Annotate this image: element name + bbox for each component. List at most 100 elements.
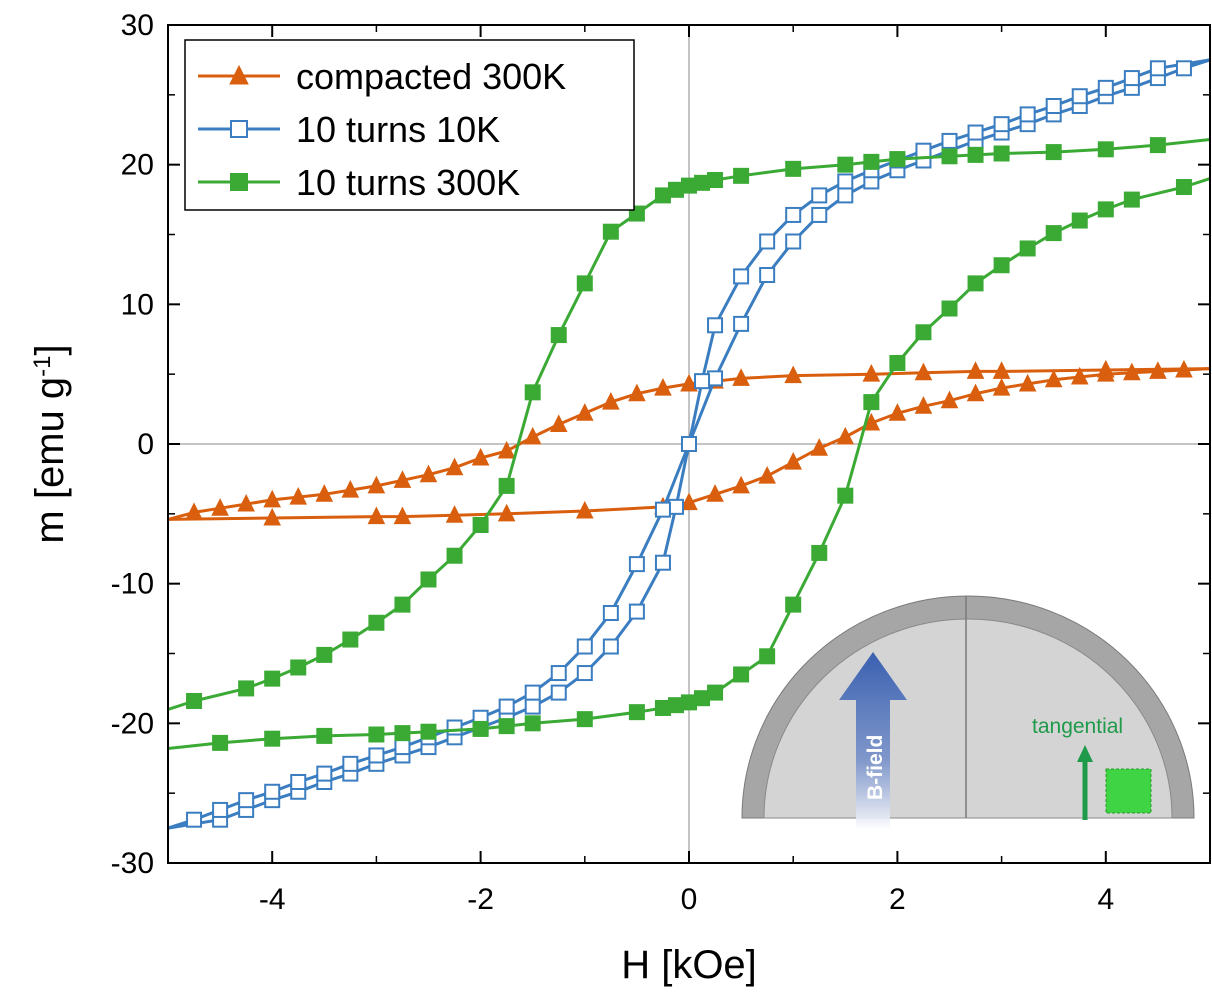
data-point <box>785 206 802 223</box>
data-point <box>446 719 463 736</box>
data-point <box>1044 369 1063 388</box>
data-point <box>1045 144 1062 161</box>
data-point <box>1149 60 1166 77</box>
data-point <box>759 267 776 284</box>
data-point <box>811 544 828 561</box>
data-point <box>316 646 333 663</box>
data-point <box>498 698 515 715</box>
data-point <box>238 792 255 809</box>
data-point <box>1096 359 1115 378</box>
data-point <box>941 148 958 165</box>
data-point <box>1071 88 1088 105</box>
inset-diagram: B-field tangential <box>741 595 1195 830</box>
data-point <box>667 498 684 515</box>
data-point <box>550 327 567 344</box>
data-point <box>341 479 360 498</box>
data-point <box>680 373 698 392</box>
data-point <box>576 711 593 728</box>
data-point <box>1175 60 1192 77</box>
data-point <box>368 747 385 764</box>
data-point <box>1175 179 1192 196</box>
data-point <box>654 554 671 571</box>
data-point <box>628 556 645 573</box>
data-point <box>186 811 203 828</box>
data-point <box>837 187 854 204</box>
data-point <box>367 475 386 494</box>
data-point <box>393 506 412 525</box>
data-point <box>941 300 958 317</box>
y-axis-label: m [emu g-1] <box>28 344 72 543</box>
data-point <box>759 233 776 250</box>
data-point <box>784 452 803 470</box>
series-layer <box>167 58 1211 830</box>
data-point <box>602 604 619 621</box>
data-point <box>915 324 932 341</box>
data-point <box>497 503 516 522</box>
data-point <box>759 648 776 665</box>
data-point <box>785 596 802 613</box>
data-point <box>654 501 671 518</box>
y-tick-label: 10 <box>121 288 154 321</box>
data-point <box>1149 361 1167 379</box>
data-point <box>681 177 697 194</box>
data-point <box>238 680 255 697</box>
data-point <box>810 438 829 456</box>
data-point <box>230 173 248 191</box>
bfield-label: B-field <box>864 735 887 800</box>
data-point <box>1175 359 1193 378</box>
data-point <box>993 145 1010 162</box>
y-tick-label: -30 <box>111 847 154 880</box>
data-point <box>811 206 828 223</box>
data-point <box>1097 141 1114 158</box>
data-point <box>212 801 229 818</box>
data-point <box>368 726 385 743</box>
data-point <box>498 477 515 494</box>
legend-label: compacted 300K <box>296 56 566 97</box>
data-point <box>289 486 308 505</box>
data-point <box>863 153 880 170</box>
y-axis-label-end: ] <box>28 344 72 355</box>
data-point <box>941 132 958 149</box>
data-point <box>524 684 541 701</box>
data-point <box>342 631 359 648</box>
data-point <box>733 167 750 184</box>
data-point <box>733 315 750 332</box>
legend-item: compacted 300K <box>198 56 566 97</box>
legend-item: 10 turns 300K <box>198 162 520 203</box>
data-point <box>524 384 541 401</box>
data-point <box>315 484 334 502</box>
x-axis-label: H [kOe] <box>621 943 757 987</box>
data-point <box>992 378 1011 396</box>
data-point <box>628 603 645 620</box>
data-point <box>785 233 802 250</box>
data-point <box>263 507 282 526</box>
x-tick-label: 0 <box>681 883 698 916</box>
data-point <box>1018 373 1037 392</box>
data-point <box>575 500 594 519</box>
data-point <box>914 396 933 414</box>
data-point <box>706 484 724 502</box>
data-point <box>966 383 985 402</box>
tangential-sample-square <box>1105 768 1152 814</box>
data-point <box>264 730 281 747</box>
data-point <box>654 378 672 396</box>
data-point <box>550 665 567 682</box>
data-point <box>394 725 411 742</box>
y-tick-label: -20 <box>111 707 154 740</box>
data-point <box>888 403 907 421</box>
data-point <box>914 362 933 381</box>
data-point <box>733 268 750 285</box>
data-point <box>967 146 984 163</box>
data-point <box>785 160 802 177</box>
tangential-arrowhead-icon <box>1077 745 1093 762</box>
data-point <box>420 571 437 588</box>
data-point <box>758 466 776 484</box>
data-point <box>550 684 567 701</box>
data-point <box>1123 191 1140 208</box>
data-point <box>889 354 906 371</box>
legend: compacted 300K 10 turns 10K 10 turns 300K <box>184 39 635 211</box>
y-tick-label: 0 <box>137 428 154 461</box>
data-point <box>472 517 489 534</box>
x-tick-label: -2 <box>467 883 494 916</box>
